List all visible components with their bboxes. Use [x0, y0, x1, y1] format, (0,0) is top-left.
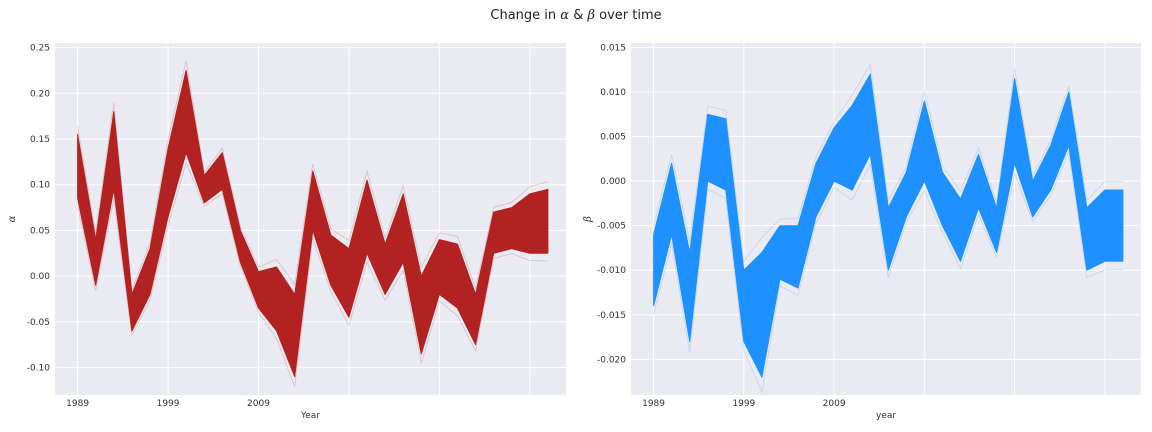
- title-beta-symbol: β: [587, 8, 595, 23]
- alpha-upper-trace: [77, 60, 549, 291]
- beta-y-tick-label: -0.005: [597, 222, 626, 232]
- title-ampersand: &: [569, 8, 588, 23]
- alpha-y-tick-label: 0.25: [30, 44, 50, 54]
- alpha-y-tick-label: 0.00: [30, 272, 50, 282]
- alpha-y-tick-label: 0.05: [30, 226, 50, 236]
- alpha-y-axis-label: α: [7, 215, 18, 222]
- beta-y-tick-label: 0.005: [600, 133, 626, 143]
- beta-y-tick-label: -0.010: [597, 266, 626, 276]
- alpha-y-tick-label: -0.10: [27, 364, 51, 374]
- figure-title: Change in α & β over time: [0, 8, 1152, 23]
- beta-x-tick-label: 1999: [732, 399, 755, 409]
- alpha-x-axis-label: Year: [300, 411, 320, 421]
- alpha-panel: -0.10 -0.05 0.00 0.05 0.10 0.15 0.20 0.25 1989 19…: [7, 43, 566, 421]
- beta-y-tick-label: -0.015: [597, 311, 626, 321]
- alpha-x-tick-label: 1999: [157, 399, 180, 409]
- beta-x-tick-label: 1989: [642, 399, 665, 409]
- beta-panel: -0.020 -0.015 -0.010 -0.005 0.000 0.005 0.010 0…: [583, 43, 1141, 421]
- alpha-y-tick-label: 0.10: [30, 181, 50, 191]
- beta-x-axis-label: year: [876, 411, 896, 421]
- beta-y-axis-label: β: [583, 216, 594, 223]
- title-alpha-symbol: α: [560, 8, 570, 23]
- alpha-y-tick-label: 0.20: [30, 89, 50, 99]
- beta-y-tick-label: 0.015: [600, 43, 626, 53]
- alpha-y-tick-label: 0.15: [30, 135, 50, 145]
- beta-y-tick-label: 0.010: [600, 88, 626, 98]
- beta-lower-trace: [653, 150, 1123, 394]
- alpha-x-tick-label: 2009: [247, 399, 270, 409]
- beta-upper-trace: [653, 63, 1123, 263]
- alpha-band: [77, 69, 549, 378]
- alpha-lower-trace: [77, 161, 548, 387]
- beta-y-tick-label: 0.000: [600, 177, 626, 187]
- title-prefix: Change in: [490, 8, 561, 23]
- beta-band: [653, 73, 1124, 378]
- beta-x-tick-label: 2009: [823, 399, 846, 409]
- beta-y-tick-label: -0.020: [597, 355, 626, 365]
- alpha-y-tick-label: -0.05: [27, 318, 50, 328]
- title-suffix: over time: [594, 8, 662, 23]
- alpha-x-tick-label: 1989: [66, 399, 89, 409]
